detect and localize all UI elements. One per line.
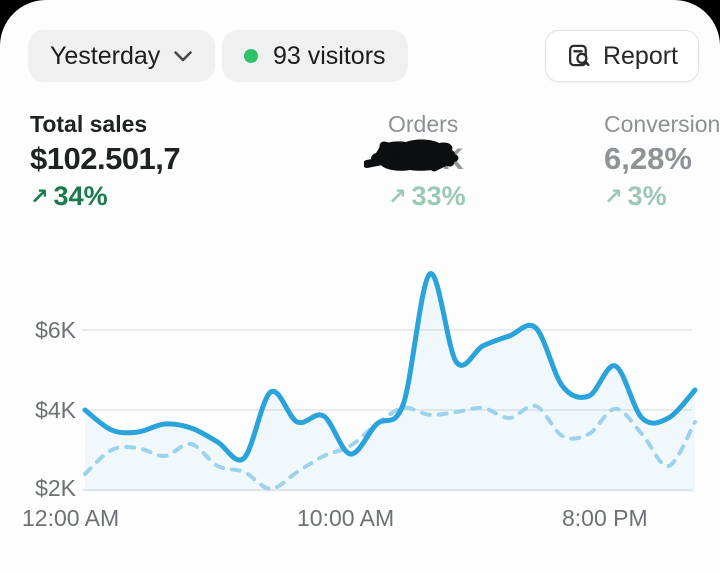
metric-orders[interactable]: Orders K ↗ 33% [364, 110, 466, 212]
report-button[interactable]: Report [544, 30, 699, 82]
metric-delta: ↗ 3% [604, 181, 720, 212]
x-axis-tick: 8:00 PM [562, 505, 648, 531]
redacted-value-remnant: K [442, 143, 464, 176]
trend-up-arrow-icon: ↗ [30, 183, 49, 210]
x-axis-tick: 10:00 AM [297, 505, 395, 531]
visitors-label: 93 visitors [273, 41, 386, 70]
chevron-down-icon [174, 50, 193, 61]
sales-chart: $6K $4K $2K 12:00 AM 10:00 AM 8:00 PM [0, 240, 720, 550]
metric-value: 6,28% [604, 141, 692, 176]
sales-series-line [82, 271, 698, 463]
y-axis-tick: $6K [35, 317, 76, 343]
delta-value: 34% [53, 181, 108, 211]
period-selector-button[interactable]: Yesterday [28, 30, 216, 82]
report-label: Report [602, 41, 678, 70]
metric-delta: ↗ 33% [388, 181, 466, 212]
redaction-scribble [364, 139, 459, 172]
series-area-fill [85, 273, 695, 492]
delta-value: 3% [627, 181, 667, 211]
chart-plot-area[interactable] [0, 240, 720, 550]
delta-value: 33% [411, 181, 466, 211]
visitors-badge[interactable]: 93 visitors [222, 30, 408, 82]
toolbar: Yesterday 93 visitors Report [0, 30, 720, 82]
x-axis-tick: 12:00 AM [22, 505, 120, 531]
metric-label: Orders [388, 111, 459, 137]
metric-label: Total sales [30, 111, 148, 137]
metric-label: Conversion [604, 111, 720, 137]
trend-up-arrow-icon: ↗ [604, 183, 623, 210]
period-label: Yesterday [50, 41, 161, 70]
metric-value: $102.501,7 [30, 141, 181, 176]
live-indicator-dot [244, 49, 258, 63]
metric-value-redacted: K [364, 139, 466, 177]
metric-total-sales[interactable]: Total sales $102.501,7 ↗ 34% [30, 110, 181, 212]
y-axis-tick: $4K [35, 397, 76, 423]
y-axis-tick: $2K [35, 475, 76, 501]
metric-conversion[interactable]: Conversion 6,28% ↗ 3% [604, 110, 720, 212]
report-icon [568, 44, 590, 66]
metric-delta: ↗ 34% [30, 181, 180, 212]
comparison-series-line [83, 403, 697, 491]
trend-up-arrow-icon: ↗ [388, 183, 407, 210]
